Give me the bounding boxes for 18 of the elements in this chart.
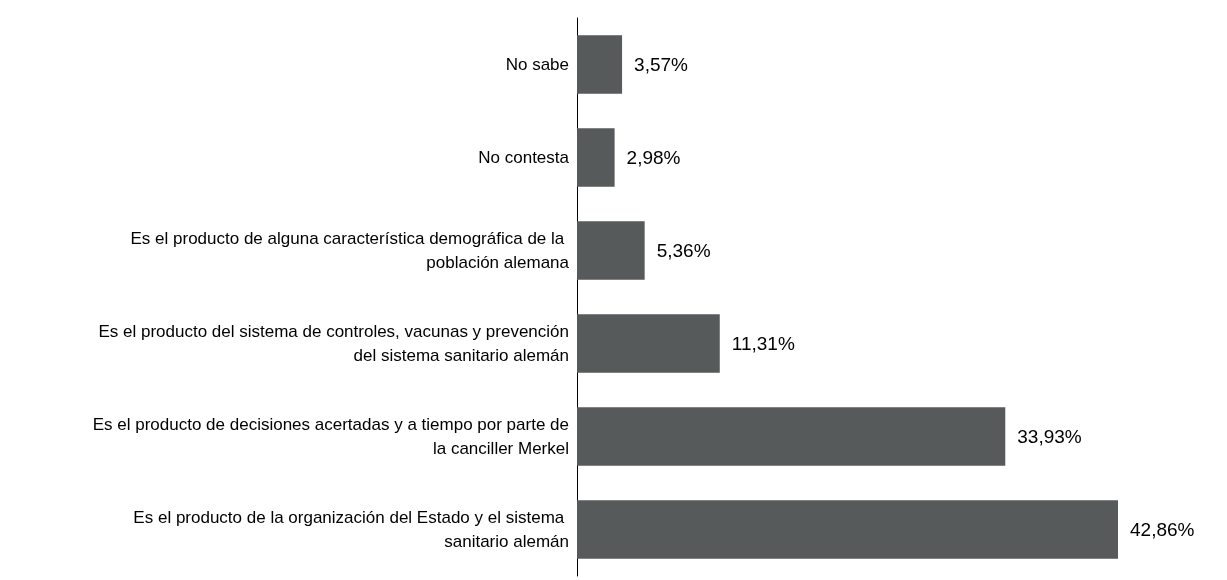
data-label: 42,86% [1130,519,1195,540]
data-label: 5,36% [656,240,711,261]
y-tick-label: Es el producto del sistema de controles, vacunas y prevención del sistema sanitario alemán [98,322,569,365]
bar [577,314,720,373]
bar [577,407,1006,466]
y-tick-label: Es el producto de decisiones acertadas y a tiempo por parte de la canciller Merkel [92,415,569,458]
y-tick-label: Es el producto de la organización del Estado y el sistema sanitario alemán [133,508,569,551]
bar [577,35,623,94]
data-label: 33,93% [1017,426,1082,447]
bar [577,500,1118,559]
y-tick-label: Es el producto de alguna característica demográfica de la población alemana [130,229,570,272]
y-tick-label: No contesta [478,148,570,167]
data-label: 3,57% [634,54,689,75]
bar [577,221,645,280]
data-label: 2,98% [626,147,681,168]
bar [577,128,615,187]
y-tick-label: No sabe [505,55,569,74]
data-label: 11,31% [731,333,795,354]
